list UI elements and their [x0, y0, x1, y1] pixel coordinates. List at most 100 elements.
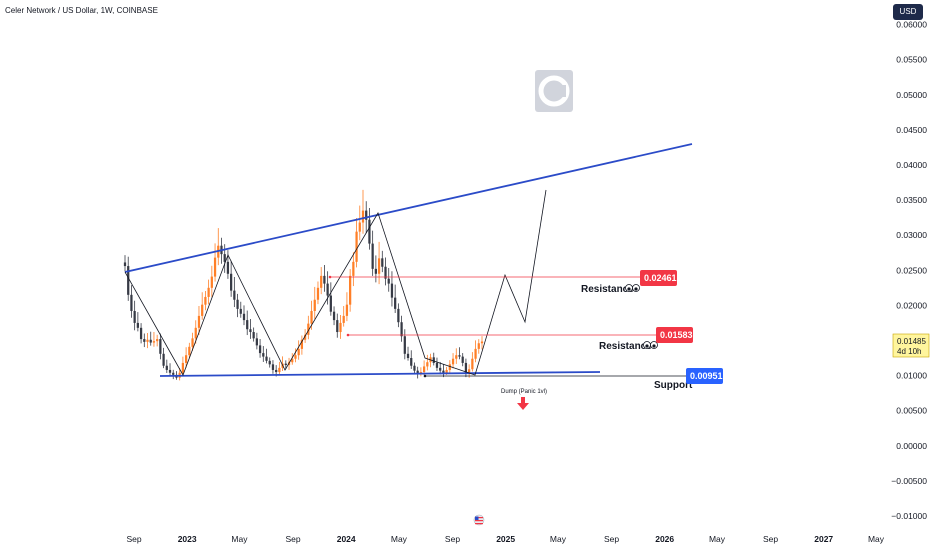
candle-body — [143, 339, 146, 342]
resistance-value-1: 0.02461 — [644, 273, 677, 283]
x-tick-label: 2025 — [496, 534, 515, 544]
candle-body — [397, 308, 400, 323]
candle-body — [480, 341, 484, 344]
candle-body — [329, 295, 332, 312]
x-tick-label: Sep — [604, 534, 619, 544]
candle-body — [387, 278, 390, 284]
candle-body — [133, 310, 136, 323]
chart-title: Celer Network / US Dollar, 1W, COINBASE — [5, 6, 158, 15]
candle-body — [168, 369, 172, 373]
arrow-down-icon — [517, 397, 529, 410]
candle-body — [152, 341, 156, 343]
x-tick-label: 2027 — [814, 534, 833, 544]
pattern-zigzag[interactable] — [124, 189, 547, 376]
candle-body — [445, 369, 448, 373]
candle-body — [139, 327, 143, 340]
y-tick-label: −0.01000 — [891, 511, 927, 521]
candle-body — [342, 315, 345, 323]
resistance-tag-1[interactable] — [640, 270, 677, 286]
candle-body — [384, 266, 387, 279]
candle-body — [381, 258, 384, 267]
candle-body — [181, 362, 185, 373]
candle-body — [400, 322, 403, 337]
upper-trendline[interactable] — [124, 143, 693, 273]
y-tick-label: 0.02500 — [896, 265, 927, 275]
candle-body — [201, 304, 204, 316]
support-value: 0.00951 — [690, 371, 723, 381]
lower-trendline[interactable] — [159, 371, 601, 377]
x-axis[interactable]: Sep 2023 May Sep 2024 May Sep 2025 May Sep 2026 May… — [126, 534, 884, 544]
candlestick-series — [123, 189, 484, 381]
candle-body — [159, 339, 162, 354]
candle-body — [223, 254, 226, 262]
support-tag[interactable] — [686, 368, 723, 384]
candle-body — [358, 222, 361, 232]
candle-body — [448, 364, 451, 370]
candle-body — [416, 370, 419, 375]
candle-body — [130, 294, 133, 311]
x-tick-label: 2024 — [337, 534, 356, 544]
candle-body — [242, 313, 246, 321]
candle-body — [136, 322, 139, 328]
resistance-tag-2[interactable] — [656, 327, 693, 343]
candle-body — [300, 339, 304, 349]
candle-body — [426, 362, 429, 367]
celer-logo-icon — [535, 70, 573, 112]
candle-body — [455, 355, 458, 359]
candle-body — [468, 369, 471, 374]
candle-body — [204, 296, 207, 305]
x-tick-label: May — [709, 534, 726, 544]
candle-body — [355, 231, 358, 262]
candle-body — [213, 257, 217, 277]
currency-button[interactable]: USD — [893, 4, 923, 20]
candle-body — [394, 297, 397, 309]
candle-body — [278, 367, 281, 373]
candle-body — [365, 210, 368, 220]
current-price-tag[interactable] — [892, 333, 930, 358]
candle-body — [410, 358, 413, 366]
us-flag-icon[interactable] — [473, 514, 485, 526]
candle-body — [403, 336, 406, 354]
candle-body — [291, 358, 294, 363]
support-label: Support — [654, 380, 693, 391]
candle-body — [197, 315, 201, 328]
candle-body — [320, 275, 323, 288]
candle-body — [297, 348, 300, 356]
candle-body — [230, 273, 233, 291]
x-tick-label: May — [868, 534, 885, 544]
y-tick-label: 0.00500 — [896, 406, 927, 416]
candle-body — [458, 355, 461, 357]
x-tick-label: Sep — [763, 534, 778, 544]
candle-body — [191, 338, 194, 347]
y-tick-label: 0.05500 — [896, 55, 927, 65]
candle-body — [194, 327, 197, 339]
candle-body — [413, 365, 416, 371]
y-axis[interactable]: 0.06000 0.05500 0.05000 0.04500 0.04000 0.035… — [891, 20, 927, 521]
y-tick-label: 0.04500 — [896, 125, 927, 135]
current-price: 0.01485 — [897, 337, 926, 346]
candle-body — [249, 329, 252, 333]
candle-body — [339, 322, 342, 333]
y-tick-label: 0.03500 — [896, 195, 927, 205]
candle-body — [165, 365, 168, 370]
candle-body — [345, 304, 349, 316]
candle-body — [371, 243, 374, 269]
y-tick-label: 0.02000 — [896, 300, 927, 310]
x-tick-label: Sep — [445, 534, 460, 544]
candle-body — [210, 276, 213, 288]
candle-body — [332, 311, 336, 321]
candle-body — [307, 323, 310, 335]
candle-body — [156, 339, 159, 342]
candle-body — [310, 310, 313, 324]
candle-body — [323, 275, 326, 284]
candle-body — [316, 287, 320, 300]
candle-body — [474, 348, 477, 359]
candle-body — [349, 275, 352, 305]
candle-body — [172, 372, 175, 375]
candle-body — [149, 339, 152, 343]
y-tick-label: 0.00000 — [896, 441, 927, 451]
candle-body — [432, 357, 435, 363]
y-tick-label: 0.01000 — [896, 371, 927, 381]
candle-body — [303, 334, 307, 340]
